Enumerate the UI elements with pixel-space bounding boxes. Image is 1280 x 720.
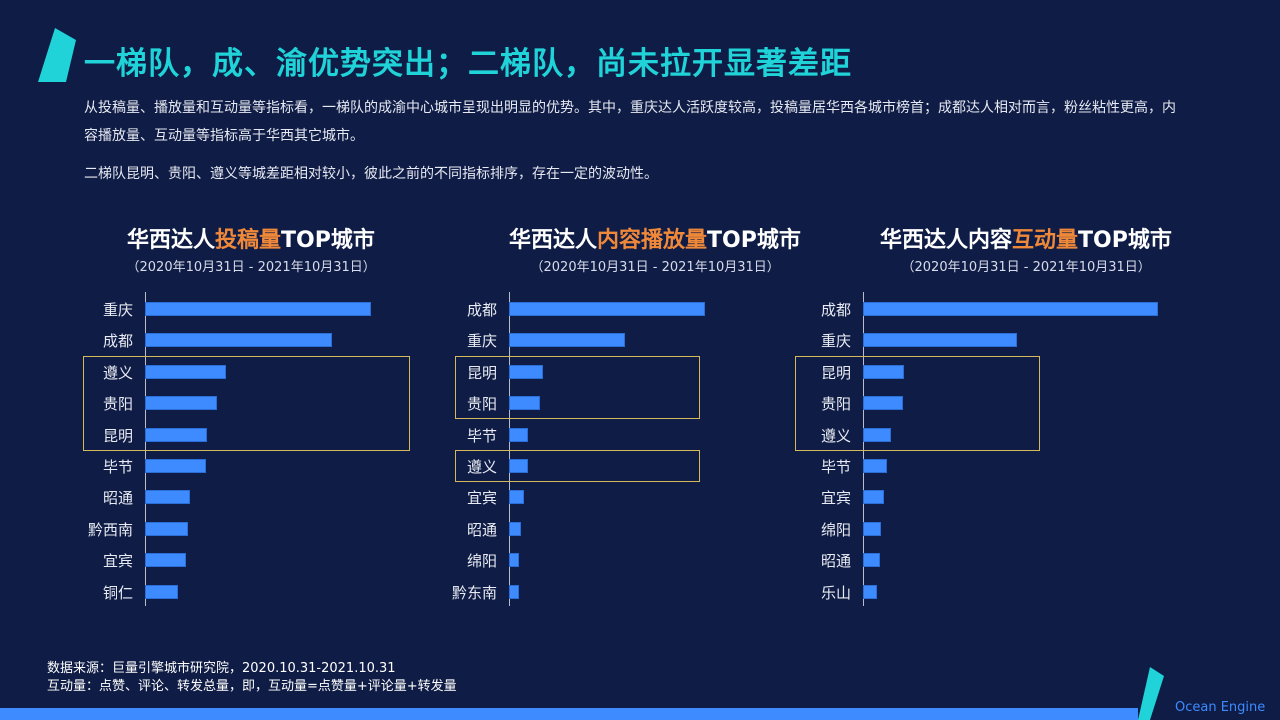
bar-label: 宜宾: [102, 552, 133, 571]
chart-axis: [863, 292, 864, 606]
chart-title-prefix: 华西达人: [509, 228, 598, 253]
chart-title-prefix: 华西达人内容: [880, 228, 1013, 253]
bar-label: 铜仁: [102, 583, 133, 602]
highlight-box: [795, 355, 1040, 451]
chart-title: 华西达人内容播放量TOP城市: [509, 222, 801, 254]
bar-label: 贵阳: [102, 395, 133, 414]
chart-axis: [145, 292, 146, 606]
bar: [145, 427, 207, 442]
chart-subtitle: （2020年10月31日 - 2021年10月31日）: [901, 260, 1151, 275]
bar-label: 成都: [820, 301, 851, 319]
bar-label: 毕节: [466, 426, 497, 445]
chart-title-prefix: 华西达人: [127, 228, 216, 253]
bar: [509, 553, 519, 568]
bar: [145, 364, 226, 379]
bar: [863, 584, 877, 599]
bar-label: 昆明: [820, 363, 851, 382]
title-accent-icon: [38, 28, 76, 82]
chart-title-highlight: 互动量: [1012, 228, 1079, 253]
bar-label: 重庆: [466, 332, 497, 351]
bar-label: 成都: [102, 332, 133, 351]
chart-title: 华西达人内容互动量TOP城市: [880, 222, 1172, 254]
highlight-box: [455, 450, 700, 482]
bar: [145, 553, 186, 568]
bar: [145, 490, 190, 505]
bar: [145, 584, 178, 599]
bar: [145, 396, 217, 411]
bar: [509, 521, 521, 536]
bar-label: 贵阳: [820, 395, 851, 414]
chart-title-suffix: TOP城市: [707, 228, 801, 253]
intro-paragraph-1: 从投稿量、播放量和互动量等指标看，一梯队的成渝中心城市呈现出明显的优势。其中，重…: [84, 100, 1176, 144]
bar-label: 遵义: [820, 426, 851, 445]
bar: [863, 459, 887, 473]
bar: [863, 490, 884, 505]
highlight-box: [83, 355, 410, 451]
intro-paragraph-2: 二梯队昆明、贵阳、遵义等城差距相对较小，彼此之前的不同指标排序，存在一定的波动性…: [84, 166, 658, 182]
chart-title-highlight: 投稿量: [215, 228, 282, 253]
bar-label: 黔东南: [451, 583, 497, 602]
bar-label: 昆明: [466, 363, 497, 382]
brand-accent-icon: [1138, 667, 1164, 720]
bar-label: 遵义: [102, 363, 133, 382]
bar: [863, 553, 880, 568]
chart-title-suffix: TOP城市: [1078, 228, 1172, 253]
bar-label: 毕节: [102, 458, 133, 476]
bar: [863, 302, 1158, 316]
bar: [863, 427, 891, 442]
highlight-box: [455, 355, 700, 420]
bar: [509, 333, 625, 348]
bar-label: 贵阳: [466, 395, 497, 414]
bar-label: 昭通: [466, 520, 497, 539]
footnote: 数据来源：巨量引擎城市研究院，2020.10.31-2021.10.31 互动量…: [47, 660, 457, 696]
intro-text: 从投稿量、播放量和互动量等指标看，一梯队的成渝中心城市呈现出明显的优势。其中，重…: [84, 94, 1184, 198]
bar: [863, 364, 904, 379]
bar-label: 绵阳: [820, 520, 851, 539]
chart-subtitle: （2020年10月31日 - 2021年10月31日）: [530, 260, 780, 275]
bar-label: 毕节: [820, 458, 851, 476]
bar: [509, 427, 528, 442]
bar: [145, 459, 206, 473]
interaction-definition-note: 互动量：点赞、评论、转发总量，即，互动量=点赞量+评论量+转发量: [47, 679, 457, 694]
bar: [863, 521, 881, 536]
bar-label: 昭通: [102, 489, 133, 508]
bar-label: 遵义: [466, 458, 497, 476]
bar: [509, 490, 524, 505]
bar: [145, 302, 371, 316]
bar-label: 重庆: [102, 301, 133, 319]
bar: [509, 459, 528, 473]
bar: [509, 302, 705, 316]
page-title: 一梯队，成、渝优势突出；二梯队，尚未拉开显著差距: [84, 46, 852, 82]
bar-label: 黔西南: [87, 520, 133, 539]
bar: [509, 396, 540, 411]
chart-subtitle: （2020年10月31日 - 2021年10月31日）: [126, 260, 376, 275]
chart-axis: [509, 292, 510, 606]
bottom-accent-band: [0, 708, 1138, 720]
bar: [863, 396, 903, 411]
bar-label: 宜宾: [820, 489, 851, 508]
bar-label: 乐山: [820, 583, 851, 602]
chart-title-suffix: TOP城市: [281, 228, 375, 253]
bar-label: 宜宾: [466, 489, 497, 508]
bar: [145, 521, 188, 536]
bar: [145, 333, 332, 348]
bar: [509, 584, 519, 599]
chart-title-highlight: 内容播放量: [597, 228, 708, 253]
bar: [863, 333, 1017, 348]
bar-label: 重庆: [820, 332, 851, 351]
bar-label: 昭通: [820, 552, 851, 571]
bar-label: 绵阳: [466, 552, 497, 571]
bar: [509, 364, 543, 379]
bar-label: 成都: [466, 301, 497, 319]
bar-label: 昆明: [102, 426, 133, 445]
brand-logo-text: Ocean Engine: [1175, 700, 1266, 715]
data-source-note: 数据来源：巨量引擎城市研究院，2020.10.31-2021.10.31: [47, 661, 396, 676]
chart-title: 华西达人投稿量TOP城市: [127, 222, 375, 254]
